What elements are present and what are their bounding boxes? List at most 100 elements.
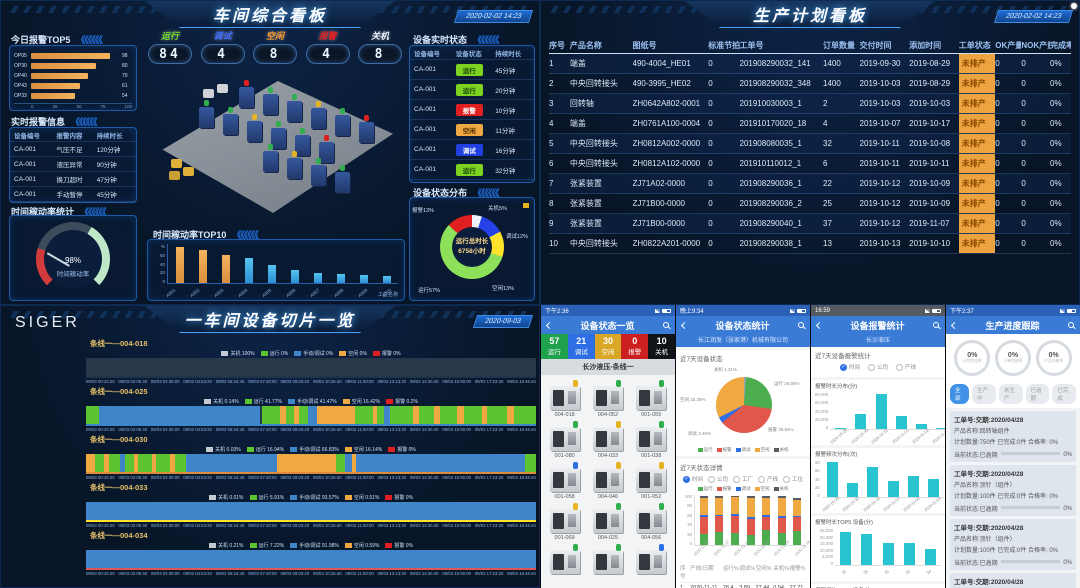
y-axis: 80 60 40 20 0 bbox=[815, 460, 822, 498]
pie-legend: 运行 报警 调试 空闲 关机 bbox=[680, 447, 806, 453]
machine-tile[interactable] bbox=[543, 544, 586, 576]
cell: 1 bbox=[549, 59, 554, 68]
workshop-board-panel: 车间综合看板 2020-02-02 14:23 今日报警TOP5 《《《《《《 O… bbox=[0, 0, 540, 305]
timeline-legend: 关机 0.01% 运行 5.91% 手动/调试 93.57% 空闲 0.51% 报警 0… bbox=[86, 493, 536, 502]
timeline-legend: 关机 0.03% 运行 16.94% 手动/调试 66.83% 空闲 16.14% 报警… bbox=[86, 445, 536, 454]
radio-filter[interactable]: 公司 bbox=[867, 363, 888, 371]
filter-checkbox[interactable]: 工位 bbox=[783, 475, 803, 483]
col-header: 设备编号 bbox=[14, 132, 40, 140]
tick-label: 80 bbox=[687, 503, 692, 509]
bar-column: 2020-10-31 bbox=[862, 460, 884, 513]
radio-label: 公司 bbox=[876, 365, 888, 371]
machine-tile[interactable]: 001-052 bbox=[630, 462, 673, 500]
cell: 201908290036_1 bbox=[739, 179, 802, 188]
realtime-alarm-title: 实时报警信息 《《《《《《 bbox=[11, 115, 98, 128]
filter-chip[interactable]: 已完成 bbox=[1052, 384, 1077, 404]
machine-tile[interactable]: 004-056 bbox=[630, 503, 673, 541]
bar-segment bbox=[762, 495, 771, 498]
ring-value: 0% bbox=[1048, 352, 1059, 359]
cell: 6 bbox=[549, 159, 554, 168]
filter-chip[interactable]: 未生产 bbox=[998, 384, 1023, 404]
filter-checkbox[interactable]: 产线 bbox=[758, 475, 778, 483]
legend-swatch bbox=[697, 448, 703, 452]
line-section-bar[interactable]: 长沙液压-条线一 bbox=[541, 359, 675, 375]
legend-swatch bbox=[697, 487, 703, 491]
cell: ZJ71A02-0000 bbox=[632, 179, 685, 188]
machine-tile[interactable]: 001-069 bbox=[543, 503, 586, 541]
filter-chip[interactable]: 全部 bbox=[950, 384, 970, 404]
cell: 回转轴 bbox=[569, 99, 594, 108]
machine-tile[interactable]: 001-055 bbox=[630, 380, 673, 418]
bar-column bbox=[306, 244, 329, 283]
search-icon[interactable] bbox=[932, 322, 939, 328]
status-line: 当前状态:已逾期 0% bbox=[954, 502, 1072, 514]
production-board-panel: 生产计划看板 2020-02-02 14:23 序号 产品名称 图纸号 标准节拍 工单号… bbox=[540, 0, 1080, 305]
search-icon[interactable] bbox=[662, 322, 669, 328]
tick-label: 09/03 02:06:40 bbox=[118, 523, 148, 528]
filter-checkbox[interactable]: ✓ 时间 bbox=[682, 475, 703, 483]
machine-tile[interactable]: 001-038 bbox=[630, 421, 673, 459]
machine-block bbox=[311, 108, 326, 129]
chevrons-decoration: 《《《《《《 bbox=[473, 35, 499, 45]
filter-chip[interactable]: 生产中 bbox=[972, 384, 996, 404]
back-icon[interactable] bbox=[815, 321, 824, 329]
back-icon[interactable] bbox=[545, 321, 554, 329]
availability-top10-chart: % 60 40 20 0 A001 A002 A003 A004 A005 A006 A007 A00… bbox=[147, 239, 405, 301]
filter-checkbox[interactable]: 公司 bbox=[707, 475, 728, 483]
tick-label: 50 bbox=[76, 104, 82, 109]
timeline-segment bbox=[170, 454, 175, 472]
donut-center-label: 运行总时长 bbox=[455, 238, 489, 246]
machine-tile[interactable]: 004-033 bbox=[586, 421, 629, 459]
phone-statusbar: 下午2:36 bbox=[541, 305, 675, 316]
machine-tile[interactable] bbox=[586, 544, 629, 576]
timeline-segment bbox=[377, 406, 384, 424]
cell: 端盖 bbox=[569, 119, 586, 128]
tick-label: 09/03 07:40:00 bbox=[248, 523, 277, 528]
radio-filter[interactable]: ✓ 时间 bbox=[839, 363, 860, 371]
timeline-segment bbox=[99, 406, 261, 424]
search-icon[interactable] bbox=[797, 322, 804, 328]
legend-item: 运行 5.91% bbox=[249, 494, 284, 501]
count-label: 空闲 bbox=[601, 349, 615, 356]
alarm-chart: 报警频次TOP5 设备(次) bbox=[811, 584, 945, 588]
col-header: 持续时长 bbox=[96, 132, 123, 140]
back-icon[interactable] bbox=[950, 321, 959, 329]
timeline-device-name: 条线一—004-030 bbox=[90, 435, 148, 444]
tick-label: 2020-10-29 bbox=[829, 427, 849, 445]
cell: 22 bbox=[823, 179, 832, 188]
back-icon[interactable] bbox=[680, 321, 689, 329]
cell: 未排产 bbox=[958, 154, 996, 173]
col-header: 交付时间 bbox=[859, 40, 892, 50]
search-icon[interactable] bbox=[1067, 322, 1074, 328]
table-header-row: 序号 产品名称 图纸号 标准节拍 工单号 订单数量 交付时间 添加时间 工单状态 OK产量 NOK产… bbox=[549, 37, 1071, 54]
cell: 10分钟 bbox=[495, 107, 516, 115]
bar-segment bbox=[793, 515, 802, 518]
machine-tile[interactable]: 004-025 bbox=[586, 503, 629, 541]
machine-block bbox=[319, 142, 334, 163]
legend-swatch bbox=[344, 447, 352, 452]
timeline-segment bbox=[104, 454, 109, 472]
machine-tile[interactable] bbox=[630, 544, 673, 576]
cell: 0 bbox=[708, 59, 713, 68]
work-order-card[interactable]: 工单号:交期:2020/04/28 产品名称:回转轴组件 计划数量:750件 已完成… bbox=[950, 411, 1076, 462]
filter-checkbox[interactable]: 工厂 bbox=[732, 475, 753, 483]
status-count: 10 关机 bbox=[648, 334, 675, 359]
machine-tile[interactable]: 004-046 bbox=[586, 462, 629, 500]
machine-tile[interactable]: 004-052 bbox=[586, 380, 629, 418]
tick-label: 09/03 13:13:20 bbox=[377, 475, 407, 480]
machine-tile[interactable]: 001-080 bbox=[543, 421, 586, 459]
tick-label: 2020-10-30 bbox=[849, 427, 869, 445]
statusbar-time: 下午2:37 bbox=[950, 309, 974, 315]
machine-icon bbox=[592, 544, 623, 574]
radio-filter[interactable]: 产线 bbox=[896, 363, 916, 371]
table-row: 1 2020-11-11 28.4 3.89 27.44 0.94 27.71 bbox=[680, 583, 806, 588]
machine-status-dot bbox=[340, 165, 345, 171]
machine-tile[interactable]: 004-018 bbox=[543, 380, 586, 418]
tick-label: 09/03 17:23:20 bbox=[474, 571, 504, 576]
filter-chip[interactable]: 已逾期 bbox=[1025, 384, 1050, 404]
cell: 2019-10-11 bbox=[909, 159, 950, 168]
machine-tile[interactable]: 001-058 bbox=[543, 462, 586, 500]
